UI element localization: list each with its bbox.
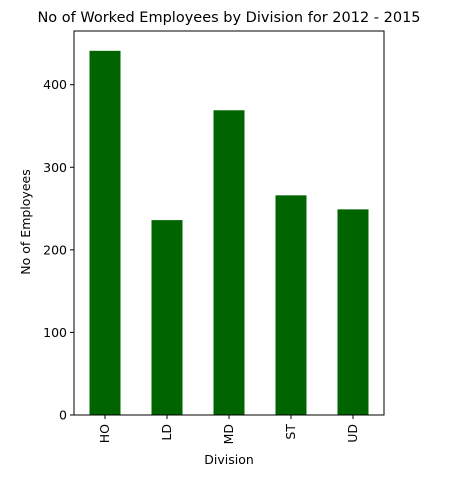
y-axis-label: No of Employees — [18, 169, 33, 274]
x-axis-ticks: HO LD MD ST UD — [97, 415, 360, 444]
x-tick-label: ST — [283, 424, 298, 440]
y-axis-ticks: 0 100 200 300 400 — [43, 77, 74, 423]
plot-frame — [73, 30, 385, 416]
x-tick-label: MD — [221, 424, 236, 444]
bars-layer — [89, 50, 369, 415]
y-tick-label: 200 — [43, 242, 67, 257]
bar-md — [213, 110, 245, 415]
y-tick-label: 400 — [43, 77, 67, 92]
x-tick-label: LD — [159, 424, 174, 441]
bar-st — [275, 195, 307, 415]
y-tick-label: 300 — [43, 160, 67, 175]
x-tick-label: HO — [97, 424, 112, 443]
bar-ho — [89, 50, 121, 415]
bar-ud — [337, 209, 369, 415]
bar-ld — [151, 220, 183, 415]
x-tick-label: UD — [345, 424, 360, 443]
x-axis-label: Division — [204, 452, 254, 467]
y-tick-label: 100 — [43, 325, 67, 340]
chart-title: No of Worked Employees by Division for 2… — [37, 10, 420, 26]
y-tick-label: 0 — [59, 408, 67, 423]
